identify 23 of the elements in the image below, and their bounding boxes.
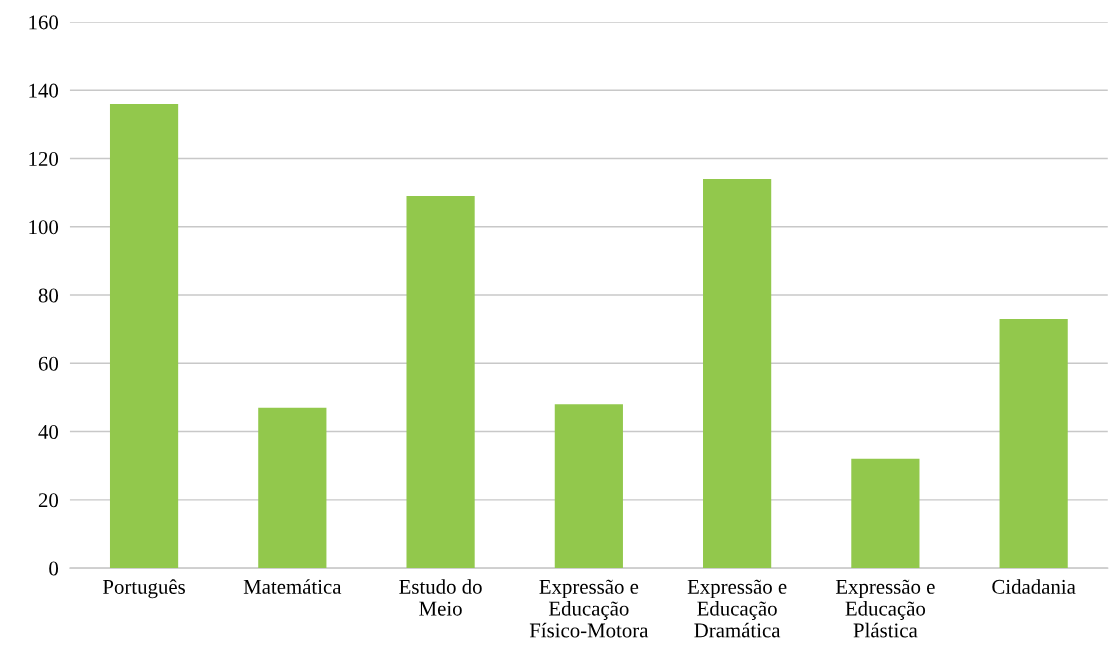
y-tick-label: 80: [38, 288, 59, 303]
x-tick-label: Cidadania: [992, 579, 1076, 594]
x-tick-label: Expressão e Educação Físico-Motora: [529, 579, 649, 638]
y-tick-label: 0: [49, 561, 59, 576]
x-tick-label: Estudo do Meio: [399, 579, 482, 616]
y-tick-label: 20: [38, 493, 59, 508]
x-tick-label: Matemática: [243, 579, 342, 594]
x-tick-label: Expressão e Educação Plástica: [835, 579, 935, 638]
y-tick-label: 100: [29, 220, 59, 235]
y-tick-label: 140: [29, 83, 59, 98]
bar: [703, 178, 772, 569]
y-tick-label: 60: [38, 356, 59, 371]
bar: [406, 196, 475, 569]
y-tick-label: 120: [29, 151, 59, 166]
y-tick-label: 40: [38, 424, 59, 439]
bar: [109, 103, 179, 569]
bar: [999, 318, 1068, 569]
x-tick-label: Português: [102, 579, 185, 599]
x-tick-label: Expressão e Educação Dramática: [687, 579, 787, 638]
bar: [554, 404, 623, 569]
bar: [258, 407, 327, 569]
bar: [851, 458, 920, 569]
y-tick-label: 160: [29, 15, 59, 30]
